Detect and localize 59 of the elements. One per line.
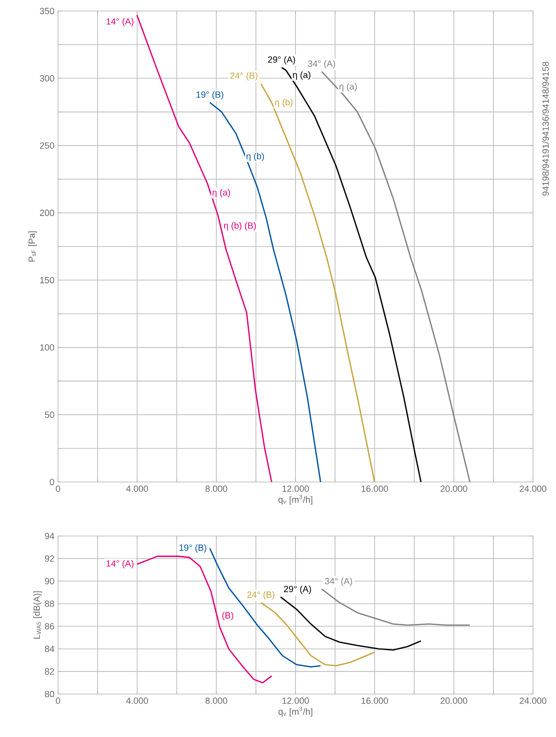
series-label: 34° (A) (324, 578, 352, 586)
y-tick-label: 350 (40, 8, 54, 14)
x-tick-label: 0 (56, 698, 60, 704)
series-label: 29° (A) (284, 586, 312, 594)
y-tick-label: 250 (40, 142, 54, 149)
y-axis-title: P$_{sF}$ [Pa] (28, 231, 37, 262)
y-tick-label: 300 (40, 75, 54, 82)
y-axis-title: L$_{WA5}$ [dB(A)] (33, 591, 42, 639)
x-tick-label: 12.000 (282, 698, 309, 704)
line-series (280, 596, 422, 651)
x-tick-label: 4.000 (126, 698, 148, 704)
series-label: 14° (A) (106, 560, 134, 568)
line-series (136, 556, 272, 684)
series-label: 19° (B) (180, 544, 206, 553)
x-tick-label: 24.000 (520, 486, 546, 492)
x-tick-label: 8.000 (206, 698, 228, 704)
annotation: (B) (222, 612, 234, 620)
x-tick-label: 12.000 (282, 486, 309, 492)
y-tick-label: 100 (40, 344, 54, 351)
series-label: 34° (A) (308, 60, 336, 69)
y-tick-label: 50 (44, 412, 54, 418)
x-tick-label: 4.000 (126, 486, 148, 492)
annotation: η (a) (212, 189, 230, 198)
y-tick-label: 94 (44, 532, 54, 540)
line-series (260, 602, 376, 666)
x-tick-label: 24.000 (520, 698, 546, 704)
line-series (280, 66, 422, 483)
x-tick-label: 20.000 (440, 486, 468, 492)
series-label: 14° (A) (106, 18, 134, 26)
x-axis-title: q$_{v}$ [m$^{3}$/h] (278, 494, 312, 505)
line-series (209, 548, 322, 668)
y-tick-label: 82 (44, 668, 54, 675)
y-tick-label: 90 (44, 578, 54, 584)
series-label: 19° (B) (196, 91, 224, 100)
series-label: 24° (B) (247, 591, 274, 600)
x-tick-label: 16.000 (362, 486, 388, 492)
y-tick-label: 84 (44, 646, 54, 652)
line-series (321, 70, 471, 483)
y-tick-label: 92 (44, 555, 54, 562)
series-label: 24° (B) (230, 72, 258, 81)
x-tick-label: 8.000 (206, 486, 228, 492)
line-series (321, 588, 471, 626)
x-tick-label: 0 (56, 486, 60, 492)
y-tick-label: 200 (40, 210, 54, 216)
y-tick-label: 150 (40, 276, 54, 284)
y-tick-label: 86 (44, 623, 54, 630)
series-label: 29° (A) (268, 56, 296, 65)
annotation: η (b) (246, 152, 264, 162)
annotation: η (a) (292, 71, 310, 80)
y-tick-label: 0 (50, 478, 54, 486)
y-tick-label: 88 (44, 600, 54, 607)
annotation: η (b) (B) (224, 222, 256, 230)
x-tick-label: 16.000 (362, 698, 388, 704)
y-tick-label: 80 (44, 690, 54, 698)
annotation: η (a) (339, 82, 357, 92)
annotation: η (b) (275, 98, 292, 108)
x-axis-title: q$_{v}$ [m$^{3}$/h] (278, 706, 312, 717)
text: 94198/94191/94136/94148/94158 (542, 62, 549, 196)
x-tick-label: 20.000 (440, 698, 468, 704)
